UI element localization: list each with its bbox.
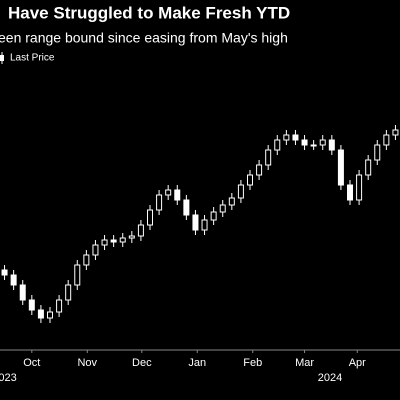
legend-icon [0, 55, 4, 61]
x-tick-label: Feb [243, 357, 262, 369]
candle-body [47, 311, 53, 319]
x-tick-label: Mar [295, 357, 314, 369]
candle-body [337, 149, 344, 186]
candle-body [247, 174, 253, 186]
x-year-label: 2024 [318, 372, 342, 384]
x-year-label: 2023 [0, 372, 17, 384]
candle-body [137, 224, 144, 237]
candle-body [119, 237, 126, 243]
candle-body [1, 269, 8, 276]
candle-body [328, 139, 335, 151]
candle-body [156, 194, 163, 211]
candle-body [347, 184, 353, 201]
candle-body [301, 139, 308, 146]
candle-body [110, 239, 117, 243]
x-tick-label: Oct [23, 357, 40, 369]
candle-body [74, 264, 81, 286]
candle-body [274, 139, 281, 151]
candle-body [83, 254, 90, 266]
candle-body [210, 211, 217, 221]
candle-body [19, 284, 26, 301]
candle-body [219, 204, 226, 213]
x-tick-label: Dec [132, 357, 152, 369]
candle-body [356, 174, 363, 201]
chart-title: Have Struggled to Make Fresh YTD [8, 3, 290, 22]
candle-body [292, 134, 299, 141]
candle-body [228, 197, 235, 206]
candle-body [392, 129, 399, 136]
candle-body [256, 164, 263, 176]
candle-body [283, 134, 290, 141]
candle-body [183, 199, 190, 216]
candle-body [65, 284, 72, 301]
candle-body [237, 184, 244, 199]
candle-body [56, 299, 63, 313]
candle-body [383, 134, 390, 146]
x-tick-label: Apr [349, 357, 366, 369]
candle-body [374, 144, 381, 161]
chart-subtitle: een range bound since easing from May's … [0, 30, 288, 46]
candle-body [37, 309, 44, 319]
x-tick-label: Jan [188, 357, 206, 369]
candle-body [310, 144, 317, 147]
candle-body [10, 274, 17, 286]
candle-body [101, 239, 108, 246]
candle-body [165, 189, 172, 196]
candle-body [319, 139, 326, 146]
candle-body [174, 189, 181, 201]
candle-body [201, 219, 208, 231]
x-tick-label: Nov [77, 357, 97, 369]
candle-body [147, 209, 153, 226]
candle-body [192, 214, 199, 231]
candle-body [265, 149, 272, 166]
candle-body [92, 244, 99, 256]
candle-body [128, 235, 135, 239]
candle-body [28, 299, 35, 311]
legend-label: Last Price [10, 53, 55, 64]
candle-body [365, 159, 372, 176]
